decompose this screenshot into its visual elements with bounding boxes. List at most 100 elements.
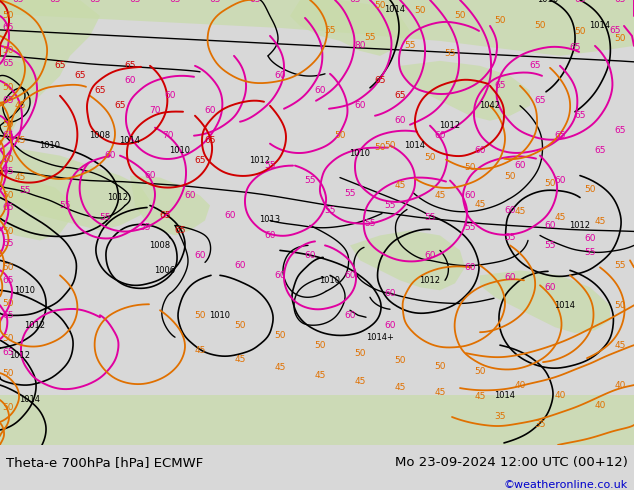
Polygon shape [0, 395, 634, 445]
Text: 45: 45 [474, 200, 486, 209]
Text: 60: 60 [585, 234, 596, 243]
Text: 60: 60 [504, 273, 515, 282]
Text: 65: 65 [3, 347, 14, 357]
Text: 50: 50 [504, 172, 515, 181]
Text: 45: 45 [15, 173, 26, 182]
Text: 1016: 1016 [538, 0, 559, 4]
Text: 65: 65 [3, 167, 14, 176]
Text: 45: 45 [434, 388, 446, 396]
Text: 60: 60 [184, 191, 196, 200]
Text: 1014: 1014 [119, 136, 141, 145]
Text: 65: 65 [614, 0, 626, 4]
Text: 60: 60 [194, 251, 206, 260]
Text: ©weatheronline.co.uk: ©weatheronline.co.uk [503, 480, 628, 490]
Polygon shape [350, 230, 465, 290]
Text: 45: 45 [314, 370, 326, 380]
Polygon shape [0, 180, 72, 241]
Text: 1010: 1010 [349, 149, 370, 158]
Text: 50: 50 [374, 1, 385, 10]
Text: 60: 60 [464, 263, 476, 272]
Text: 50: 50 [585, 185, 596, 194]
Text: 55: 55 [544, 241, 556, 250]
Text: 55: 55 [344, 189, 356, 198]
Text: 80: 80 [354, 41, 366, 50]
Text: 1012: 1012 [108, 193, 129, 202]
Text: 65: 65 [249, 0, 261, 4]
Polygon shape [480, 270, 610, 333]
Text: 55: 55 [384, 201, 396, 210]
Text: 60: 60 [224, 211, 236, 220]
Text: 65: 65 [169, 0, 181, 4]
Text: 50: 50 [234, 321, 246, 330]
Text: 50: 50 [614, 34, 626, 44]
Text: 40: 40 [514, 381, 526, 390]
Text: 55: 55 [100, 213, 111, 222]
Text: 1013: 1013 [259, 215, 281, 224]
Text: 65: 65 [129, 0, 141, 4]
Text: 1014: 1014 [590, 22, 611, 30]
Text: 35: 35 [495, 413, 506, 421]
Text: 60: 60 [344, 271, 356, 280]
Text: 1014: 1014 [495, 391, 515, 399]
Text: 1014+: 1014+ [366, 333, 394, 342]
Text: 50: 50 [394, 356, 406, 365]
Text: 1014: 1014 [404, 141, 425, 150]
Text: 60: 60 [234, 261, 246, 270]
Text: 1006: 1006 [155, 266, 176, 275]
Text: 65: 65 [74, 72, 86, 80]
Text: 40: 40 [594, 400, 605, 410]
Text: 50: 50 [534, 22, 546, 30]
Text: 65: 65 [614, 126, 626, 135]
Text: 60: 60 [314, 86, 326, 95]
Text: 65: 65 [89, 0, 101, 4]
Text: 65: 65 [3, 276, 14, 285]
Text: 65: 65 [609, 26, 621, 35]
Text: 60: 60 [275, 271, 286, 280]
Text: 45: 45 [15, 136, 26, 145]
Text: 45: 45 [15, 101, 26, 110]
Text: 55: 55 [365, 33, 376, 43]
Text: 50: 50 [275, 331, 286, 340]
Text: 65: 65 [94, 86, 106, 95]
Text: 65: 65 [49, 0, 61, 4]
Text: 45: 45 [275, 363, 286, 371]
Text: 50: 50 [544, 179, 556, 188]
Text: 45: 45 [474, 392, 486, 400]
Text: 60: 60 [384, 321, 396, 330]
Text: 55: 55 [264, 161, 276, 170]
Text: 60: 60 [514, 161, 526, 170]
Text: 65: 65 [574, 0, 586, 4]
Text: 65: 65 [174, 226, 186, 235]
Text: 50: 50 [3, 402, 14, 412]
Text: 1008: 1008 [150, 241, 171, 250]
Text: Mo 23-09-2024 12:00 UTC (00+12): Mo 23-09-2024 12:00 UTC (00+12) [395, 456, 628, 468]
Text: 45: 45 [394, 181, 406, 190]
Text: 50: 50 [194, 311, 206, 320]
Text: 1012: 1012 [420, 276, 441, 285]
Text: 60: 60 [474, 146, 486, 155]
Text: 65: 65 [3, 311, 14, 320]
Text: 50: 50 [3, 299, 14, 308]
Text: 50: 50 [3, 47, 14, 55]
Text: 40: 40 [554, 391, 566, 399]
Text: 65: 65 [204, 136, 216, 145]
Text: 55: 55 [444, 49, 456, 58]
Text: 1012: 1012 [569, 221, 590, 230]
Text: 55: 55 [19, 186, 31, 195]
Polygon shape [0, 0, 634, 56]
Text: 1010: 1010 [169, 146, 190, 155]
Text: 50: 50 [424, 153, 436, 162]
Text: 60: 60 [554, 176, 566, 185]
Text: 1042: 1042 [479, 101, 500, 110]
Text: 65: 65 [495, 81, 506, 90]
Text: 65: 65 [3, 96, 14, 105]
Text: 1014: 1014 [555, 301, 576, 310]
Text: 65: 65 [574, 111, 586, 120]
Text: 60: 60 [275, 72, 286, 80]
Text: 55: 55 [464, 223, 476, 232]
Text: 45: 45 [554, 213, 566, 222]
Text: 1014: 1014 [384, 5, 406, 15]
Text: 60: 60 [544, 283, 556, 292]
Text: 65: 65 [394, 91, 406, 100]
Text: 55: 55 [424, 213, 436, 222]
